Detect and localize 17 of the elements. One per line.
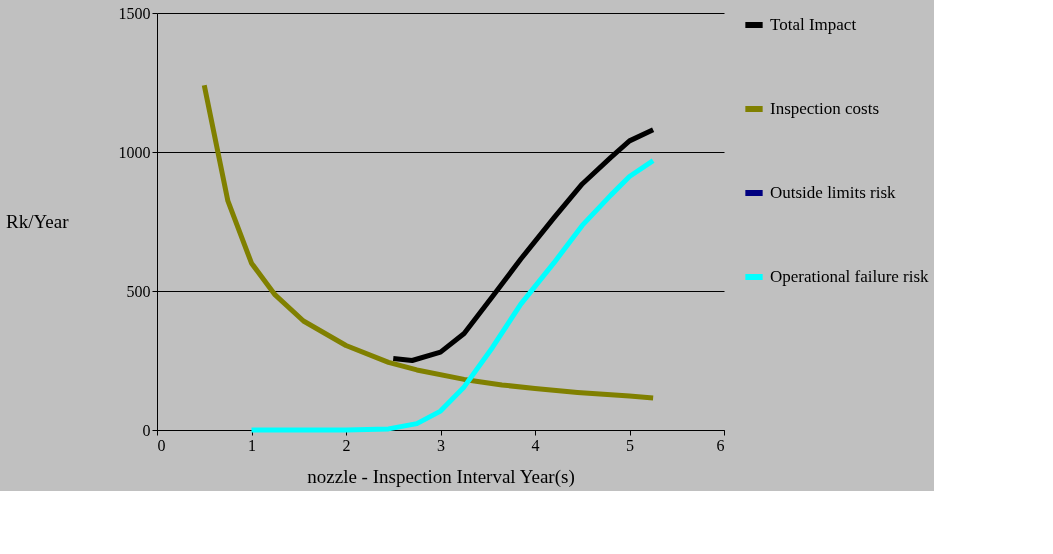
y-tick-label: 1000 — [118, 143, 151, 161]
legend-label: Outside limits risk — [770, 183, 897, 202]
legend-label: Operational failure risk — [770, 267, 930, 286]
x-tick-label: 5 — [626, 436, 634, 454]
y-tick-label: 0 — [142, 421, 151, 439]
legend-label: Inspection costs — [770, 99, 880, 118]
x-tick-label: 4 — [531, 436, 540, 454]
legend-label: Total Impact — [770, 15, 857, 34]
y-axis-title: Rk/Year — [6, 211, 70, 232]
x-tick-label: 2 — [342, 436, 351, 454]
y-tick-label: 1500 — [118, 4, 151, 22]
x-axis-title: nozzle - Inspection Interval Year(s) — [307, 465, 575, 488]
x-tick-label: 3 — [437, 436, 445, 454]
y-tick-label: 500 — [126, 282, 151, 300]
x-tick-label: 1 — [248, 436, 256, 454]
x-tick-label: 6 — [716, 436, 725, 454]
x-tick-label: 0 — [157, 436, 166, 454]
